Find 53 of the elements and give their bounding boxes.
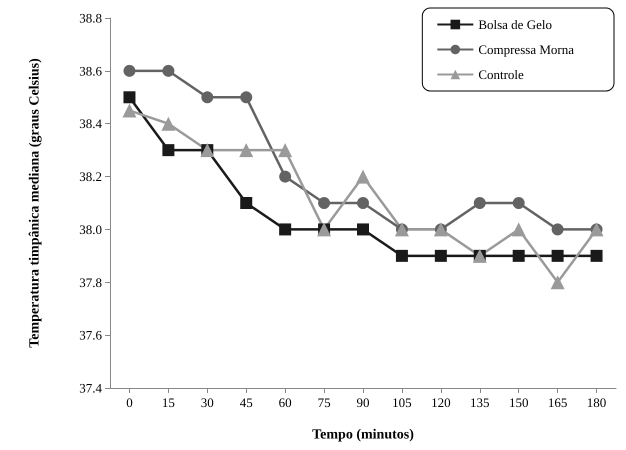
y-tick-label: 38.4 xyxy=(79,116,102,132)
x-tick-label: 45 xyxy=(240,395,253,410)
point xyxy=(550,275,565,290)
point xyxy=(512,197,525,209)
point xyxy=(201,91,214,104)
point xyxy=(356,170,370,184)
point xyxy=(123,91,136,104)
x-tick-label: 165 xyxy=(548,395,568,410)
x-axis-title: Tempo (minutos) xyxy=(312,428,414,442)
x-tick-label: 15 xyxy=(162,395,175,410)
point xyxy=(161,116,176,131)
point xyxy=(357,223,369,236)
point xyxy=(552,223,564,236)
x-tick-label: 90 xyxy=(356,395,370,410)
point xyxy=(239,143,254,158)
point xyxy=(590,250,603,262)
point xyxy=(279,223,292,236)
x-tick-label: 0 xyxy=(126,395,133,410)
point xyxy=(357,197,369,209)
y-tick-label: 37.8 xyxy=(79,274,102,290)
x-tick-label: 75 xyxy=(318,395,331,410)
point xyxy=(474,197,486,209)
y-tick-label: 37.4 xyxy=(79,380,102,396)
x-tick-label: 150 xyxy=(508,395,528,410)
point xyxy=(240,197,252,209)
point xyxy=(122,104,136,118)
x-tick-label: 60 xyxy=(278,395,292,410)
legend-label: Bolsa de Gelo xyxy=(478,17,552,32)
x-tick-label: 30 xyxy=(200,395,214,410)
y-tick-label: 37.6 xyxy=(79,328,102,343)
point xyxy=(162,64,174,77)
y-axis-title: Temperatura timpânica mediana (graus Celsius) xyxy=(28,58,42,348)
point xyxy=(396,250,408,262)
point xyxy=(123,64,136,77)
x-tick-label: 120 xyxy=(431,395,451,410)
point xyxy=(162,144,174,156)
point xyxy=(278,143,292,158)
x-tick-label: 105 xyxy=(392,395,412,410)
y-tick-label: 38.2 xyxy=(79,169,102,184)
point xyxy=(552,250,564,262)
y-tick-label: 38.6 xyxy=(79,63,102,78)
x-tick-label: 180 xyxy=(586,395,606,410)
x-tick-label: 135 xyxy=(470,395,490,410)
point xyxy=(279,170,292,183)
point xyxy=(240,91,252,104)
point xyxy=(318,197,330,209)
y-tick-label: 38.0 xyxy=(79,222,102,237)
legend-label: Controle xyxy=(478,67,524,82)
point xyxy=(512,250,525,262)
point xyxy=(434,250,447,262)
legend-label: Compressa Morna xyxy=(478,42,574,57)
y-tick-label: 38.8 xyxy=(79,10,102,26)
point xyxy=(512,222,526,236)
